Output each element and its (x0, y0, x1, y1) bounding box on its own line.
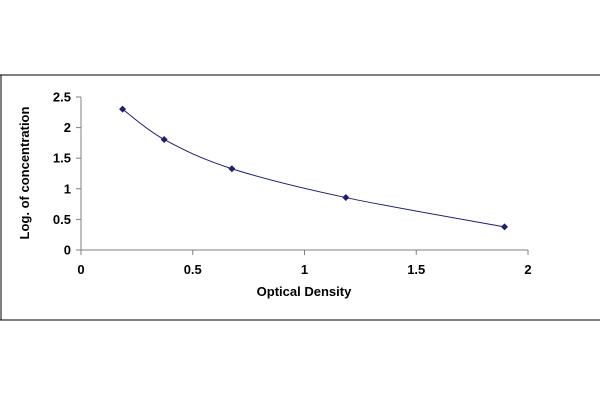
data-point (119, 105, 127, 113)
data-point (342, 194, 350, 202)
y-tick-label: 1.5 (53, 151, 71, 166)
y-axis-ticks: 0 0.5 1 1.5 2 2.5 (53, 90, 81, 258)
trendline (122, 108, 505, 228)
y-tick-label: 2.5 (53, 90, 71, 105)
y-tick-label: 1 (64, 181, 71, 196)
data-points (119, 105, 509, 231)
x-tick-label: 0 (77, 262, 84, 277)
y-tick-label: 2 (64, 120, 71, 135)
y-tick-label: 0 (64, 243, 71, 258)
data-point (228, 165, 236, 173)
data-point (160, 135, 168, 143)
y-tick-label: 0.5 (53, 212, 71, 227)
x-tick-label: 0.5 (184, 262, 202, 277)
x-axis-ticks: 0 0.5 1 1.5 2 (77, 250, 532, 277)
x-tick-label: 2 (524, 262, 531, 277)
x-tick-label: 1 (301, 262, 308, 277)
data-point (501, 223, 509, 231)
y-axis-label: Log. of concentration (17, 107, 32, 240)
x-tick-label: 1.5 (407, 262, 425, 277)
x-axis-label: Optical Density (257, 284, 352, 299)
